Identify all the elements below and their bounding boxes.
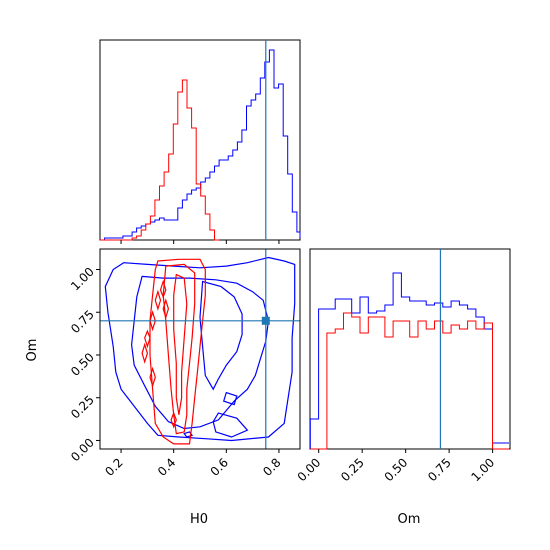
joint-contour-series-2-level-5 [141, 342, 149, 364]
joint-truth-marker [261, 316, 270, 325]
joint-contour-series-2-level-1 [149, 258, 206, 445]
joint-contour-series-1-level-3 [199, 280, 243, 391]
h0-histogram-series-2 [100, 79, 220, 241]
joint-contour-series-2-level-3 [173, 273, 188, 415]
joint-contour-series-2-level-7 [149, 366, 156, 388]
joint-y-axis-label: Om [25, 339, 40, 362]
joint-contour-series-2-level-2 [162, 263, 196, 435]
om-histogram-frame [309, 248, 511, 450]
h0-histogram-panel [99, 39, 301, 244]
joint-x-axis-label: H0 [190, 512, 208, 527]
joint-contour-series-1-level-5 [222, 391, 238, 406]
joint-contour-series-2-level-8 [154, 289, 162, 311]
joint-contour-series-2-level-10 [159, 279, 167, 299]
h0-histogram-frame [99, 39, 301, 241]
joint-contour-series-2-level-9 [162, 298, 170, 320]
joint-contour-series-2-level-11 [170, 411, 177, 429]
joint-contour-series-1-level-4 [212, 412, 249, 438]
joint-frame [99, 248, 301, 450]
om-histogram-series-1 [309, 272, 509, 449]
om-histogram-series-2 [310, 312, 509, 450]
om-x-axis-label: Om [398, 512, 421, 527]
joint-contour-series-1-level-2 [130, 275, 270, 430]
h0-histogram-series-1 [100, 49, 301, 241]
joint-contour-series-1-level-1 [104, 256, 296, 442]
joint-contour-series-2-level-6 [149, 310, 156, 332]
joint-contour-series-2-level-4 [144, 329, 151, 349]
